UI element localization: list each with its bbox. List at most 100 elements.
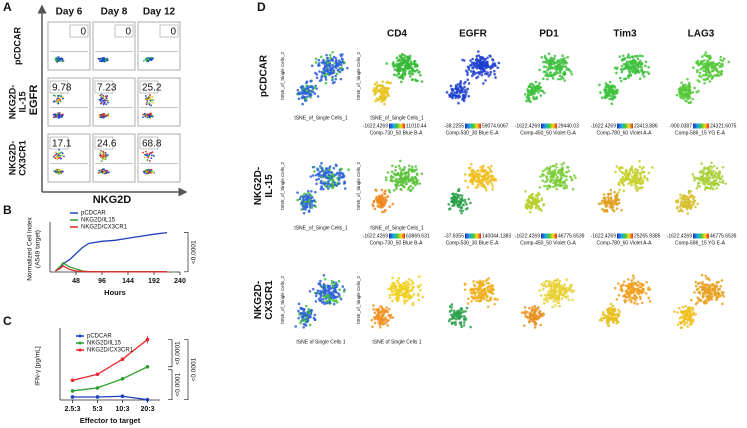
cell-dot bbox=[617, 198, 621, 202]
cell-dot bbox=[712, 287, 716, 290]
x-axis-label: tSNE_of_Single Cells_1 bbox=[294, 225, 348, 231]
cell-dot bbox=[721, 302, 724, 306]
cell-dot bbox=[557, 288, 561, 291]
cell-dot bbox=[721, 59, 725, 62]
event-dot bbox=[56, 60, 59, 63]
cell-dot bbox=[555, 298, 558, 301]
cell-dot bbox=[307, 307, 311, 311]
event-dot bbox=[102, 168, 104, 171]
cell-dot bbox=[447, 203, 451, 206]
cell-dot bbox=[600, 96, 604, 99]
cell-dot bbox=[304, 87, 308, 91]
tsne-plot bbox=[520, 278, 575, 329]
event-dot bbox=[148, 102, 151, 105]
event-dot bbox=[102, 58, 105, 60]
cell-dot bbox=[319, 294, 323, 297]
cell-dot bbox=[716, 74, 719, 77]
cell-dot bbox=[454, 87, 458, 90]
cell-dot bbox=[563, 79, 567, 82]
cell-dot bbox=[391, 202, 395, 206]
cell-dot bbox=[610, 86, 614, 89]
cell-dot bbox=[526, 202, 530, 205]
cell-dot bbox=[305, 315, 309, 319]
cell-dot bbox=[463, 90, 466, 94]
scale-max: 46775.6539 bbox=[710, 233, 737, 239]
event-dot bbox=[144, 115, 147, 118]
cell-dot bbox=[323, 64, 327, 67]
event-dot bbox=[149, 151, 152, 154]
cell-dot bbox=[538, 81, 541, 85]
cell-dot bbox=[395, 187, 398, 190]
cell-dot bbox=[381, 314, 385, 318]
cell-dot bbox=[708, 61, 711, 65]
data-point bbox=[145, 364, 150, 369]
cell-dot bbox=[483, 62, 486, 65]
cell-dot bbox=[310, 85, 314, 89]
p-value: <0.0001 bbox=[175, 373, 182, 397]
cell-dot bbox=[464, 179, 467, 183]
cell-dot bbox=[338, 63, 341, 66]
cell-dot bbox=[454, 192, 458, 196]
cell-dot bbox=[706, 178, 710, 182]
cell-dot bbox=[711, 295, 714, 298]
event-dot bbox=[100, 102, 102, 105]
cell-dot bbox=[700, 273, 704, 277]
cell-dot bbox=[309, 194, 313, 197]
cell-dot bbox=[630, 279, 634, 282]
cell-dot bbox=[325, 168, 328, 171]
cell-dot bbox=[632, 290, 636, 294]
cell-dot bbox=[679, 196, 682, 200]
cell-dot bbox=[454, 96, 457, 100]
cell-dot bbox=[551, 281, 554, 285]
cell-dot bbox=[544, 168, 547, 171]
cell-dot bbox=[404, 63, 408, 66]
cell-dot bbox=[314, 61, 318, 64]
cell-dot bbox=[694, 284, 698, 288]
event-dot bbox=[57, 112, 60, 115]
cell-dot bbox=[373, 83, 377, 86]
cell-dot bbox=[685, 208, 689, 211]
cell-dot bbox=[691, 90, 695, 94]
cell-dot bbox=[713, 64, 717, 67]
cell-dot bbox=[332, 65, 336, 69]
event-dot bbox=[58, 156, 61, 159]
gate-percentage: 7.23 bbox=[97, 83, 117, 94]
cell-dot bbox=[315, 291, 318, 295]
event-dot bbox=[149, 170, 151, 172]
cell-dot bbox=[709, 174, 713, 177]
cell-dot bbox=[310, 189, 313, 193]
event-dot bbox=[58, 57, 61, 60]
cell-dot bbox=[395, 62, 398, 66]
cell-dot bbox=[462, 203, 465, 207]
event-dot bbox=[99, 94, 102, 97]
x-axis-label: Hours bbox=[104, 288, 126, 297]
cell-dot bbox=[419, 73, 422, 77]
cell-dot bbox=[547, 63, 551, 67]
cell-dot bbox=[333, 282, 337, 285]
event-dot bbox=[107, 113, 110, 115]
cell-dot bbox=[684, 304, 688, 308]
cell-dot bbox=[629, 289, 632, 293]
cell-dot bbox=[556, 278, 560, 281]
cell-dot bbox=[693, 196, 696, 199]
cell-dot bbox=[542, 284, 545, 288]
cell-dot bbox=[372, 304, 375, 307]
cell-dot bbox=[484, 186, 487, 189]
cell-dot bbox=[685, 195, 689, 199]
cell-dot bbox=[399, 174, 403, 178]
row-label: NKG2D- bbox=[253, 167, 264, 205]
color-bar bbox=[617, 233, 633, 239]
cell-dot bbox=[522, 324, 526, 327]
cell-dot bbox=[326, 183, 330, 186]
cell-dot bbox=[400, 293, 403, 297]
cell-dot bbox=[400, 169, 403, 173]
cell-dot bbox=[538, 312, 542, 316]
cell-dot bbox=[340, 167, 343, 171]
cell-dot bbox=[487, 166, 490, 169]
cell-dot bbox=[462, 317, 466, 321]
cell-dot bbox=[314, 190, 317, 194]
event-dot bbox=[146, 159, 149, 161]
cell-dot bbox=[397, 164, 401, 168]
cell-dot bbox=[528, 210, 532, 214]
cell-dot bbox=[632, 277, 636, 280]
